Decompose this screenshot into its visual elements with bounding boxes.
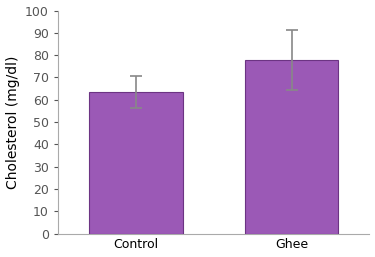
Bar xyxy=(245,60,338,234)
Bar xyxy=(89,92,183,234)
Y-axis label: Cholesterol (mg/dl): Cholesterol (mg/dl) xyxy=(6,55,20,189)
